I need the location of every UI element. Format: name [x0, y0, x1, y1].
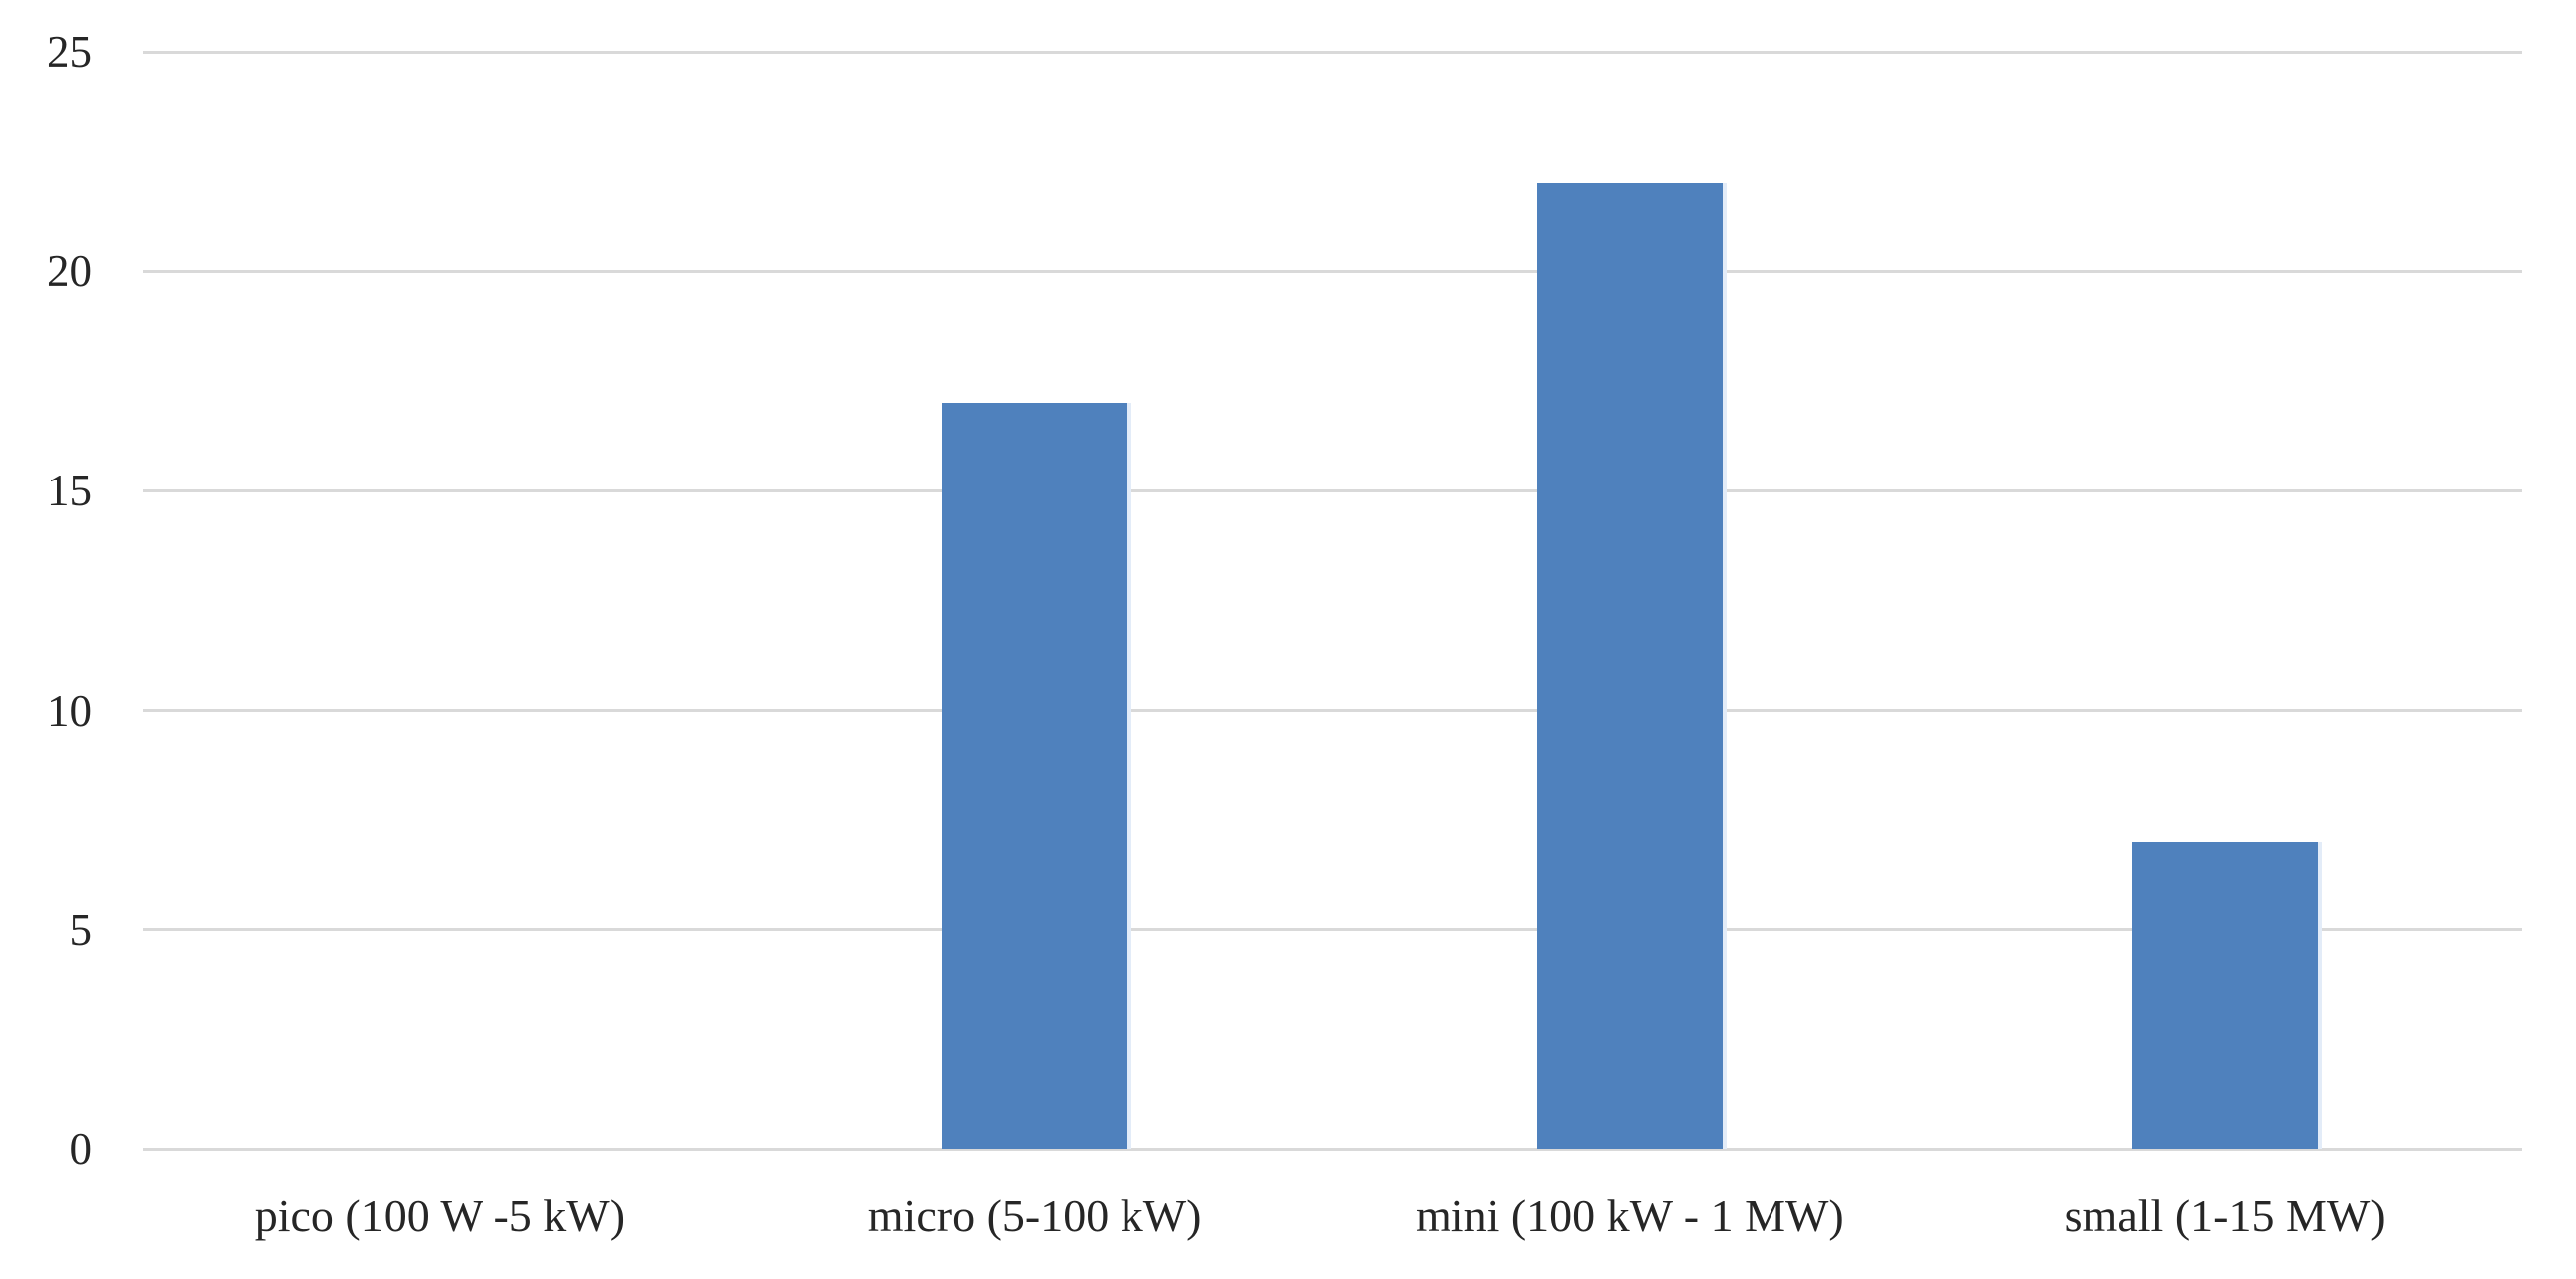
gridline: [143, 709, 2522, 713]
x-category-label: pico (100 W -5 kW): [254, 1190, 626, 1241]
y-tick-label: 20: [47, 246, 92, 297]
gridline: [143, 928, 2522, 932]
x-category-label: micro (5-100 kW): [867, 1190, 1202, 1241]
gridline: [143, 50, 2522, 54]
bar-small: [2131, 841, 2318, 1149]
y-tick-label: 0: [69, 1124, 93, 1174]
y-tick-label: 5: [69, 904, 93, 955]
x-category-label: mini (100 kW - 1 MW): [1416, 1190, 1844, 1241]
plot-area: [143, 50, 2522, 1151]
gridline: [143, 269, 2522, 273]
y-tick-label: 15: [47, 466, 92, 516]
y-tick-label: 25: [47, 27, 92, 77]
bar-micro: [942, 403, 1128, 1149]
bar-mini: [1536, 183, 1723, 1149]
x-category-label: small (1-15 MW): [2064, 1190, 2386, 1241]
y-tick-label: 10: [47, 685, 92, 736]
gridline: [143, 488, 2522, 492]
gridline: [143, 1147, 2522, 1151]
